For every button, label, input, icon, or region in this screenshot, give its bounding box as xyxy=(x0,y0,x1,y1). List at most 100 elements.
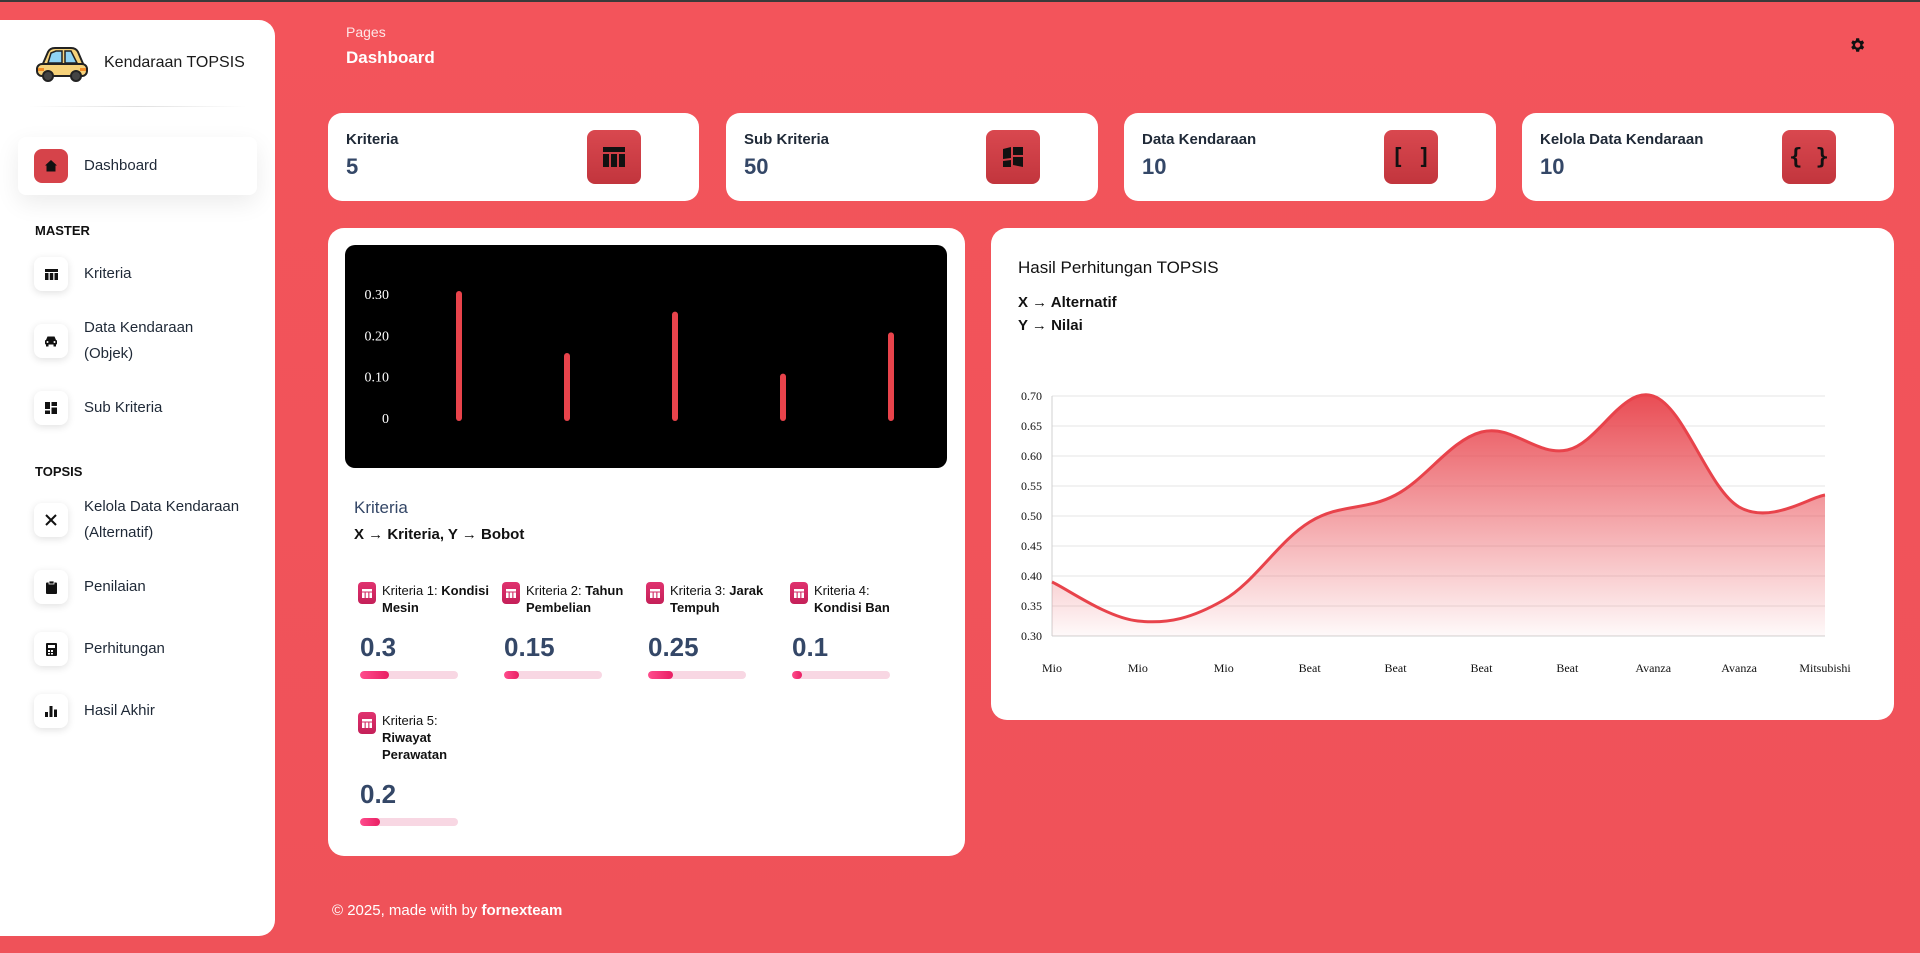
kriteria-bar-chart: 0 0.10 0.20 0.30 xyxy=(345,245,947,468)
kriteria-title: Kriteria xyxy=(354,498,408,517)
x-tick-label: Mio xyxy=(1042,661,1062,675)
stat-label: Kriteria xyxy=(346,131,399,148)
stat-label: Kelola Data Kendaraan xyxy=(1540,131,1704,148)
table-icon xyxy=(587,130,641,184)
topsis-x-note: X → Alternatif xyxy=(1018,294,1117,311)
sidebar-item-hasil-akhir[interactable]: Hasil Akhir xyxy=(18,685,257,737)
sidebar-item-penilaian[interactable]: Penilaian xyxy=(18,561,257,613)
table-icon xyxy=(646,582,664,604)
footer: © 2025, made with by fornexteam xyxy=(332,902,563,919)
page-title: Dashboard xyxy=(346,48,435,67)
y-tick-label: 0.35 xyxy=(1021,599,1042,613)
area-fill xyxy=(1052,394,1825,636)
criterion-label: Kriteria 2: Tahun Pembelian xyxy=(526,583,624,615)
car-icon xyxy=(34,324,68,358)
sidebar-item-label: Kelola Data Kendaraan (Alternatif) xyxy=(84,498,240,541)
y-tick-label: 0.40 xyxy=(1021,569,1042,583)
criterion-label: Kriteria 3: Jarak Tempuh xyxy=(670,583,764,615)
criterion-value: 0.25 xyxy=(648,632,699,662)
divider xyxy=(28,106,247,107)
car-icon xyxy=(36,47,88,82)
sidebar-item-kriteria[interactable]: Kriteria xyxy=(18,248,257,300)
table-icon xyxy=(790,582,808,604)
table-icon xyxy=(34,257,68,291)
stat-value: 5 xyxy=(346,154,359,179)
y-tick-label: 0.70 xyxy=(1021,389,1042,403)
sidebar-item-label: Data Kendaraan (Objek) xyxy=(84,319,194,362)
topsis-card: Hasil Perhitungan TOPSIS X → Alternatif … xyxy=(991,228,1894,720)
criterion-progress xyxy=(792,671,890,679)
x-tick-label: Beat xyxy=(1385,661,1408,675)
sidebar-item-label: Penilaian xyxy=(84,578,146,595)
x-tick-label: Beat xyxy=(1470,661,1493,675)
grid-icon xyxy=(34,391,68,425)
criterion-label: Kriteria 5: Riwayat Perawatan xyxy=(382,713,448,762)
x-tick-label: Mio xyxy=(1214,661,1234,675)
braces-icon: { } xyxy=(1782,130,1836,184)
criterion-value: 0.2 xyxy=(360,779,397,809)
x-tick-label: Avanza xyxy=(1721,661,1757,675)
sidebar-item-data-kendaraan[interactable]: Data Kendaraan (Objek) xyxy=(18,310,257,372)
table-icon xyxy=(358,582,376,604)
clipboard-icon xyxy=(34,570,68,604)
x-tick-label: Beat xyxy=(1556,661,1579,675)
gear-icon[interactable] xyxy=(1848,36,1866,54)
sidebar: Kendaraan TOPSIS Dashboard MASTER Kriter… xyxy=(0,20,275,936)
criterion-1: Kriteria 1: Kondisi Mesin 0.3 xyxy=(358,582,498,679)
kriteria-card: 0 0.10 0.20 0.30 Kriteria X → Kriteria, Y →… xyxy=(328,228,965,856)
stat-card-sub-kriteria[interactable]: Sub Kriteria 50 xyxy=(726,113,1098,201)
stat-card-kriteria[interactable]: Kriteria 5 xyxy=(328,113,699,201)
section-title-topsis: TOPSIS xyxy=(35,464,83,479)
x-tick-label: Beat xyxy=(1299,661,1322,675)
section-title-master: MASTER xyxy=(35,223,90,238)
kriteria-subtitle: X → Kriteria, Y → Bobot xyxy=(354,526,525,543)
topsis-area-chart: 0.30 0.35 0.40 0.45 0.50 0.55 0.60 0.65 0.70 Mio M… xyxy=(1021,389,1851,675)
breadcrumb[interactable]: Pages xyxy=(346,24,386,40)
y-tick-label: 0.20 xyxy=(365,329,390,344)
calculator-icon xyxy=(34,632,68,666)
stat-value: 50 xyxy=(744,154,769,179)
criterion-4: Kriteria 4: Kondisi Ban 0.1 xyxy=(790,582,900,679)
criterion-3: Kriteria 3: Jarak Tempuh 0.25 xyxy=(646,582,786,679)
y-tick-label: 0.50 xyxy=(1021,509,1042,523)
table-icon xyxy=(502,582,520,604)
criterion-label: Kriteria 1: Kondisi Mesin xyxy=(382,583,489,615)
criterion-value: 0.15 xyxy=(504,632,555,662)
criterion-progress xyxy=(360,671,458,679)
sidebar-item-kelola-data[interactable]: Kelola Data Kendaraan (Alternatif) xyxy=(18,489,257,551)
sidebar-item-label: Perhitungan xyxy=(84,640,165,657)
y-tick-label: 0.60 xyxy=(1021,449,1042,463)
stat-value: 10 xyxy=(1142,154,1167,179)
grid-icon xyxy=(986,130,1040,184)
table-icon xyxy=(358,712,376,734)
bar-chart-icon xyxy=(34,694,68,728)
sidebar-item-perhitungan[interactable]: Perhitungan xyxy=(18,623,257,675)
x-tick-label: Avanza xyxy=(1635,661,1671,675)
brand-name: Kendaraan TOPSIS xyxy=(104,54,245,71)
criterion-value: 0.3 xyxy=(360,632,397,662)
topsis-y-note: Y → Nilai xyxy=(1018,317,1083,334)
footer-team-link[interactable]: fornexteam xyxy=(481,902,563,919)
y-tick-label: 0.65 xyxy=(1021,419,1042,433)
series-line xyxy=(1051,393,1826,624)
sidebar-item-label: Hasil Akhir xyxy=(84,702,155,719)
stat-label: Data Kendaraan xyxy=(1142,131,1257,148)
criterion-progress xyxy=(648,671,746,679)
stat-label: Sub Kriteria xyxy=(744,131,830,148)
stat-value: 10 xyxy=(1540,154,1565,179)
sidebar-item-sub-kriteria[interactable]: Sub Kriteria xyxy=(18,382,257,434)
tools-icon xyxy=(34,503,68,537)
y-tick-label: 0.45 xyxy=(1021,539,1042,553)
stat-card-data-kendaraan[interactable]: Data Kendaraan 10 [ ] xyxy=(1124,113,1496,201)
stat-card-kelola-data[interactable]: Kelola Data Kendaraan 10 { } xyxy=(1522,113,1894,201)
sidebar-item-label: Kriteria xyxy=(84,265,132,282)
y-tick-label: 0 xyxy=(382,412,389,427)
y-tick-label: 0.30 xyxy=(1021,629,1042,643)
sidebar-item-dashboard[interactable]: Dashboard xyxy=(18,137,257,195)
y-tick-label: 0.30 xyxy=(365,288,390,303)
criterion-5: Kriteria 5: Riwayat Perawatan 0.2 xyxy=(358,712,458,826)
x-tick-label: Mio xyxy=(1128,661,1148,675)
criterion-value: 0.1 xyxy=(792,632,829,662)
home-icon xyxy=(34,149,68,183)
brand[interactable]: Kendaraan TOPSIS xyxy=(0,20,275,106)
